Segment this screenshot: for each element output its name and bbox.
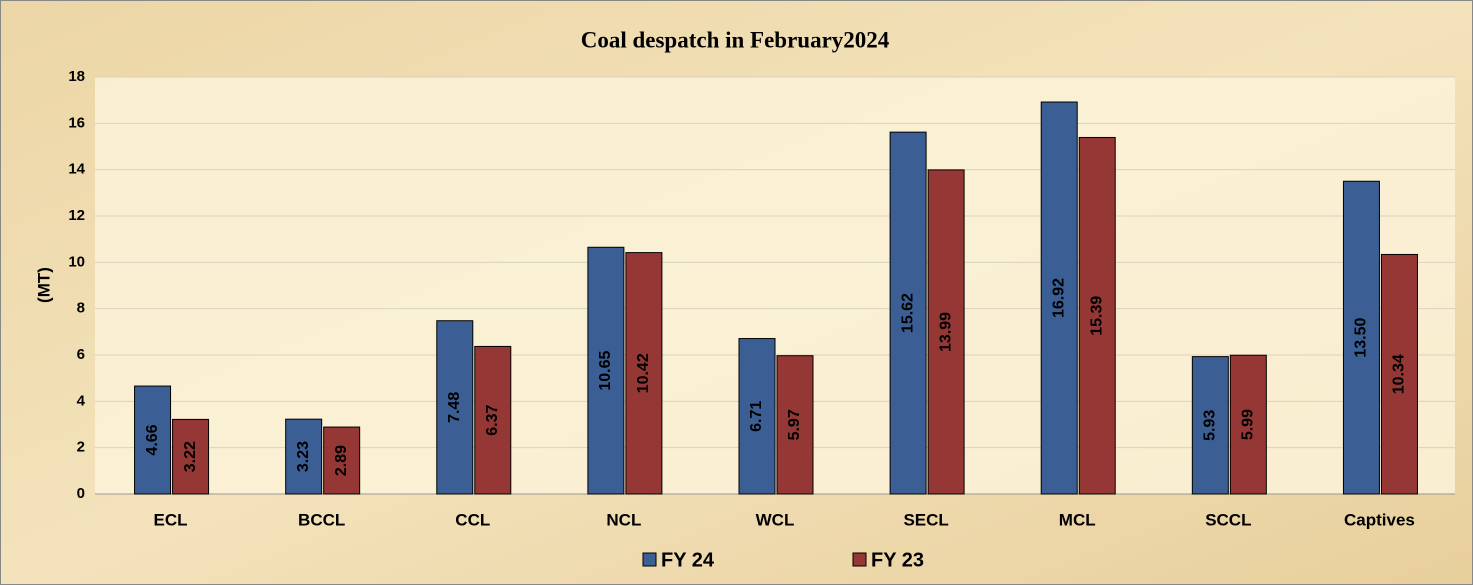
bar (436, 320, 474, 495)
bar (285, 418, 323, 495)
y-tick-label: 18 (68, 68, 85, 85)
value-label: 15.39 (1088, 296, 1105, 336)
bar (1380, 253, 1418, 495)
bar (1191, 356, 1229, 495)
x-tick-label: Captives (1344, 510, 1415, 529)
value-label: 3.22 (182, 441, 199, 472)
x-tick-label: SECL (903, 510, 948, 529)
value-label: 3.23 (295, 441, 312, 472)
value-label: 7.48 (446, 392, 463, 423)
bar (587, 246, 625, 495)
y-tick-label: 2 (77, 439, 85, 456)
y-tick-label: 14 (68, 161, 85, 178)
bar (474, 345, 512, 495)
value-label: 10.42 (635, 353, 652, 393)
x-tick-label: MCL (1059, 510, 1096, 529)
legend-swatch (852, 552, 867, 567)
value-label: 5.93 (1202, 410, 1219, 441)
value-label: 6.71 (748, 401, 765, 432)
value-label: 15.62 (899, 293, 916, 333)
bar (776, 355, 814, 495)
bar (172, 418, 210, 495)
legend-label: FY 23 (871, 549, 924, 571)
value-label: 6.37 (484, 405, 501, 436)
legend-swatch (642, 552, 657, 567)
bar (134, 385, 172, 495)
value-label: 2.89 (333, 445, 350, 476)
value-label: 5.99 (1240, 409, 1257, 440)
y-tick-label: 4 (77, 392, 86, 409)
value-label: 5.97 (786, 409, 803, 440)
y-tick-label: 12 (68, 207, 85, 224)
bar (323, 426, 361, 495)
value-label: 4.66 (144, 424, 161, 455)
value-label: 10.65 (597, 351, 614, 391)
x-tick-label: BCCL (298, 510, 345, 529)
bar (1342, 180, 1380, 495)
x-tick-label: ECL (154, 510, 188, 529)
chart-title: Coal despatch in February2024 (581, 27, 890, 52)
bar (927, 169, 965, 495)
x-tick-label: NCL (606, 510, 641, 529)
value-label: 16.92 (1050, 278, 1067, 318)
legend-label: FY 24 (661, 549, 715, 571)
y-tick-label: 10 (68, 253, 85, 270)
value-label: 13.50 (1353, 318, 1370, 358)
bar (1078, 136, 1116, 495)
y-tick-label: 8 (77, 300, 85, 317)
y-tick-label: 0 (77, 485, 85, 502)
y-tick-label: 16 (68, 114, 85, 131)
bar (625, 252, 663, 495)
y-axis-label: (MT) (34, 267, 53, 303)
y-tick-label: 6 (77, 346, 85, 363)
bar (889, 131, 927, 495)
value-label: 13.99 (937, 312, 954, 352)
x-tick-label: CCL (455, 510, 490, 529)
bar (1229, 354, 1267, 495)
bar (1040, 101, 1078, 495)
value-label: 10.34 (1391, 354, 1408, 394)
bar (738, 338, 776, 495)
x-tick-label: WCL (756, 510, 795, 529)
x-tick-label: SCCL (1205, 510, 1251, 529)
